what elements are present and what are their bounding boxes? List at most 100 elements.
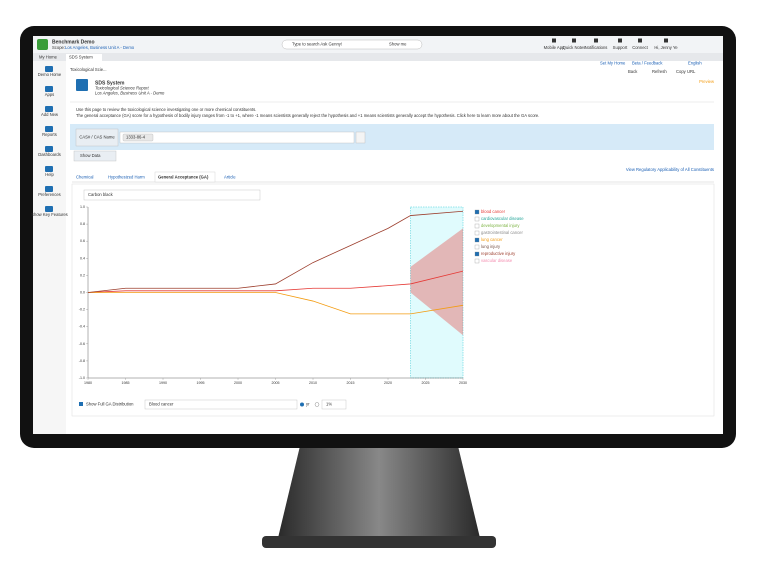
x-tick-label: 1995 [197, 381, 205, 385]
tool-label[interactable]: Mobile App [544, 45, 565, 50]
y-tick-label: 0.6 [80, 239, 85, 243]
subtab[interactable]: General Acceptance (GA) [158, 175, 209, 180]
chemical-select[interactable] [83, 189, 261, 201]
app-name: Benchmark Demo [52, 39, 95, 45]
tool-label[interactable]: Support [613, 45, 629, 50]
percent-radio[interactable] [314, 402, 320, 407]
tab[interactable] [36, 54, 64, 61]
sidebar-label[interactable]: Apps [45, 92, 55, 97]
action[interactable]: Refresh [652, 69, 667, 74]
y-tick-label: -0.6 [79, 342, 85, 346]
report-subtitle: Toxicological Science Report [95, 86, 149, 91]
series-line [87, 210, 464, 293]
sidebar-icon[interactable] [45, 86, 53, 92]
legend-checkbox[interactable] [474, 237, 480, 243]
subtab[interactable]: Chemical [76, 175, 94, 180]
legend-label[interactable]: lung cancer [481, 237, 503, 242]
legend-label[interactable]: reproductive injury [481, 251, 516, 256]
y-tick-label: -0.2 [79, 308, 85, 312]
tool-icon[interactable] [664, 38, 668, 43]
percent-select[interactable] [321, 399, 347, 410]
sidebar-icon[interactable] [45, 186, 53, 192]
legend-checkbox[interactable] [474, 258, 480, 264]
legend-checkbox[interactable] [474, 244, 480, 250]
tab-bar [33, 53, 723, 61]
sidebar-label[interactable]: Demo Home [38, 72, 62, 77]
legend-checkbox[interactable] [474, 216, 480, 222]
search-box[interactable] [281, 39, 423, 50]
subtab-active[interactable] [154, 171, 216, 183]
sidebar-icon[interactable] [45, 206, 53, 212]
tool-label[interactable]: Notifications [585, 45, 608, 50]
report-icon [76, 79, 88, 91]
x-tick-label: 1980 [84, 381, 92, 385]
menu-button[interactable] [355, 131, 366, 144]
legend-checkbox[interactable] [474, 251, 480, 257]
sidebar-icon[interactable] [45, 146, 53, 152]
scope[interactable]: Los Angeles, Business Unit A - Demo [65, 45, 135, 50]
tool-label[interactable]: Connect [632, 45, 648, 50]
sidebar-label[interactable]: Reports [42, 132, 57, 137]
sidebar-icon[interactable] [45, 126, 53, 132]
series-select[interactable] [144, 399, 298, 410]
y-tick-label: -1.0 [79, 376, 85, 380]
tool-icon[interactable] [572, 38, 576, 43]
filter-label-box [75, 128, 119, 147]
legend-label[interactable]: vascular disease [481, 258, 513, 263]
cas-chip[interactable] [122, 133, 154, 142]
sidebar-label[interactable]: Help [45, 172, 54, 177]
action[interactable]: Back [628, 69, 638, 74]
tool-icon[interactable] [552, 38, 556, 43]
tool-label[interactable]: Hi, Jenny Ye [654, 45, 678, 50]
legend-label[interactable]: lung injury [481, 244, 501, 249]
search-placeholder: Type to search Ask Genny! [292, 42, 342, 47]
top-link[interactable]: Set My Home [600, 61, 626, 66]
top-link[interactable]: Beta / Feedback [632, 61, 663, 66]
sidebar-label[interactable]: Dashboards [38, 152, 61, 157]
chemical-select-text: Carbon black [88, 192, 114, 197]
cas-select[interactable] [119, 131, 355, 144]
x-tick-label: 2030 [459, 381, 467, 385]
tab-label[interactable]: SDS System [69, 55, 93, 60]
x-tick-label: 2015 [347, 381, 355, 385]
legend-label[interactable]: gastrointestinal cancer [481, 230, 524, 235]
top-link[interactable]: English [688, 61, 702, 66]
forecast-region [410, 206, 464, 379]
legend-checkbox[interactable] [474, 209, 480, 215]
legend-checkbox[interactable] [474, 230, 480, 236]
regulatory-link[interactable]: View Regulatory Applicability of All Con… [626, 167, 714, 172]
action[interactable]: Copy URL [676, 69, 696, 74]
percent-text: 1% [326, 402, 332, 407]
x-tick-label: 2005 [272, 381, 280, 385]
series-line [88, 292, 464, 315]
sidebar-icon[interactable] [45, 106, 53, 112]
show-me[interactable]: Show me [389, 42, 407, 47]
tool-icon[interactable] [618, 38, 622, 43]
sidebar-icon[interactable] [45, 166, 53, 172]
tab[interactable] [66, 54, 102, 61]
sidebar-icon[interactable] [45, 66, 53, 72]
legend-label[interactable]: developmental injury [481, 223, 520, 228]
legend-checkbox[interactable] [474, 223, 480, 229]
subtab[interactable]: Article [224, 175, 236, 180]
intro-line: The general acceptance (GA) score for a … [76, 113, 539, 118]
legend-label[interactable]: cardiovascular disease [481, 216, 524, 221]
sidebar-label[interactable]: Show Key Features [31, 212, 68, 217]
report-title: SDS System [95, 80, 125, 86]
sidebar-label[interactable]: Preferences [38, 192, 61, 197]
tool-label[interactable]: Quick Notes [563, 45, 586, 50]
forecast-band [410, 228, 463, 336]
show-data-button[interactable] [73, 150, 117, 162]
tab-label[interactable]: My Home [39, 55, 58, 60]
filter-label: CAS# / CAS Name [79, 135, 115, 140]
sidebar-label[interactable]: Add New [41, 112, 59, 117]
subtab[interactable]: Hypothesized Harm [108, 175, 145, 180]
y-tick-label: -0.8 [79, 359, 85, 363]
y-tick-label: 1.0 [80, 205, 85, 209]
tool-icon[interactable] [638, 38, 642, 43]
distribution-checkbox[interactable] [79, 402, 83, 406]
unit-radio[interactable] [300, 402, 304, 407]
page-tab[interactable]: Toxicological Scie... [70, 67, 107, 72]
tool-icon[interactable] [594, 38, 598, 43]
legend-label[interactable]: blood cancer [481, 209, 506, 214]
